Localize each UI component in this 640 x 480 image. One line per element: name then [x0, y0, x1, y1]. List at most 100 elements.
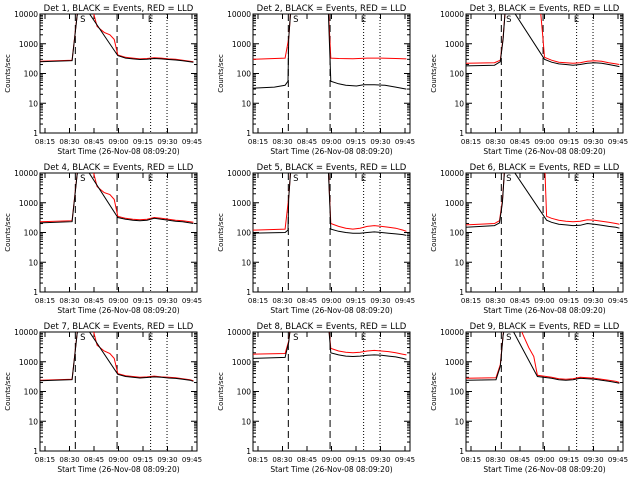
plot-frame	[39, 331, 198, 452]
x-axis-label: Start Time (26-Nov-08 08:09:20)	[57, 465, 179, 474]
marker-e-label: E	[361, 333, 366, 343]
y-tick-label: 10000	[440, 328, 464, 337]
x-tick-label: 08:15	[35, 138, 55, 146]
x-tick-label: 08:15	[248, 456, 268, 464]
y-tick-label: 1000	[19, 199, 38, 208]
x-tick-label: 08:45	[84, 456, 104, 464]
x-axis-label: Start Time (26-Nov-08 08:09:20)	[270, 306, 392, 315]
y-tick-label: 1000	[19, 358, 38, 367]
y-tick-label: 1000	[232, 40, 251, 49]
y-tick-label: 100	[237, 388, 252, 397]
y-tick-label: 1	[459, 129, 464, 138]
y-tick-label: 10	[241, 417, 251, 426]
y-tick-label: 1000	[232, 199, 251, 208]
y-tick-label: 10	[241, 99, 251, 108]
y-tick-label: 100	[24, 229, 39, 238]
series-group	[40, 14, 194, 63]
det-5-panel: Det 5, BLACK = Events, RED = LLD Counts/s…	[217, 163, 415, 315]
events-series-line	[466, 332, 620, 384]
y-axis-label: Counts/sec	[430, 213, 438, 252]
x-tick-label: 08:30	[272, 297, 292, 305]
chart-title: Det 5, BLACK = Events, RED = LLD	[257, 163, 407, 173]
det-3-panel: Det 3, BLACK = Events, RED = LLD Counts/s…	[430, 4, 628, 156]
y-axis-label: Counts/sec	[430, 372, 438, 411]
x-tick-label: 09:30	[370, 456, 390, 464]
x-tick-label: 09:45	[608, 138, 628, 146]
plot-frame	[39, 13, 198, 134]
x-tick-label: 09:00	[108, 138, 128, 146]
marker-e-label: E	[148, 333, 153, 343]
x-tick-label: 09:00	[108, 297, 128, 305]
plot-frame	[39, 172, 198, 293]
x-tick-label: 08:30	[272, 138, 292, 146]
y-tick-label: 1000	[19, 40, 38, 49]
chart-title: Det 2, BLACK = Events, RED = LLD	[257, 4, 407, 14]
events-series-line	[466, 14, 620, 68]
lld-series-line	[40, 14, 194, 63]
x-tick-label: 08:45	[84, 138, 104, 146]
x-tick-label: 08:30	[59, 297, 79, 305]
y-tick-label: 10000	[440, 10, 464, 19]
x-tick-label: 09:30	[370, 138, 390, 146]
y-tick-label: 1	[33, 129, 38, 138]
y-tick-label: 1	[246, 447, 251, 456]
y-tick-label: 100	[237, 70, 252, 79]
x-tick-label: 09:30	[157, 456, 177, 464]
y-tick-label: 10	[454, 99, 464, 108]
chart-title: Det 1, BLACK = Events, RED = LLD	[44, 4, 194, 14]
det-8-panel: Det 8, BLACK = Events, RED = LLD Counts/s…	[217, 322, 415, 474]
marker-s-label: S	[506, 333, 511, 343]
x-tick-label: 08:30	[485, 297, 505, 305]
x-tick-label: 08:45	[510, 138, 530, 146]
x-tick-label: 09:00	[534, 138, 554, 146]
marker-s-label: S	[80, 174, 85, 184]
y-tick-label: 1000	[232, 358, 251, 367]
x-tick-label: 09:15	[133, 138, 153, 146]
marker-e-label: E	[574, 174, 579, 184]
chart-title: Det 3, BLACK = Events, RED = LLD	[470, 4, 620, 14]
x-axis-label: Start Time (26-Nov-08 08:09:20)	[270, 147, 392, 156]
marker-s-label: S	[293, 174, 298, 184]
chart-title: Det 6, BLACK = Events, RED = LLD	[470, 163, 620, 173]
y-tick-label: 1	[246, 288, 251, 297]
plot-frame	[465, 13, 624, 134]
events-series-line	[253, 332, 407, 360]
x-tick-label: 08:30	[485, 456, 505, 464]
marker-s-label: S	[293, 15, 298, 25]
series-group	[40, 332, 194, 382]
y-tick-label: 10	[454, 258, 464, 267]
series-group	[253, 14, 407, 90]
y-tick-label: 10000	[227, 169, 251, 178]
y-tick-label: 10000	[227, 10, 251, 19]
y-tick-label: 10000	[14, 328, 38, 337]
x-tick-label: 08:15	[461, 138, 481, 146]
x-tick-label: 09:15	[559, 456, 579, 464]
events-series-line	[253, 173, 407, 236]
x-tick-label: 09:45	[182, 138, 202, 146]
y-axis-label: Counts/sec	[4, 372, 12, 411]
det-1-panel: Det 1, BLACK = Events, RED = LLD Counts/s…	[4, 4, 202, 156]
x-tick-label: 09:45	[395, 138, 415, 146]
series-group	[466, 332, 620, 384]
det-4-panel: Det 4, BLACK = Events, RED = LLD Counts/s…	[4, 163, 202, 315]
y-tick-label: 1000	[445, 199, 464, 208]
x-tick-label: 09:30	[583, 456, 603, 464]
x-tick-label: 08:15	[35, 456, 55, 464]
x-tick-label: 09:00	[534, 297, 554, 305]
y-tick-label: 100	[450, 388, 465, 397]
x-tick-label: 08:30	[59, 138, 79, 146]
series-group	[253, 173, 407, 236]
det-2-panel: Det 2, BLACK = Events, RED = LLD Counts/s…	[217, 4, 415, 156]
x-tick-label: 08:15	[461, 297, 481, 305]
y-axis-label: Counts/sec	[4, 213, 12, 252]
y-tick-label: 10	[454, 417, 464, 426]
series-group	[466, 173, 620, 229]
marker-s-label: S	[293, 333, 298, 343]
x-tick-label: 09:00	[534, 456, 554, 464]
y-tick-label: 100	[24, 70, 39, 79]
y-tick-label: 1	[33, 447, 38, 456]
y-tick-label: 10000	[227, 328, 251, 337]
x-axis-label: Start Time (26-Nov-08 08:09:20)	[483, 465, 605, 474]
x-tick-label: 09:30	[583, 297, 603, 305]
